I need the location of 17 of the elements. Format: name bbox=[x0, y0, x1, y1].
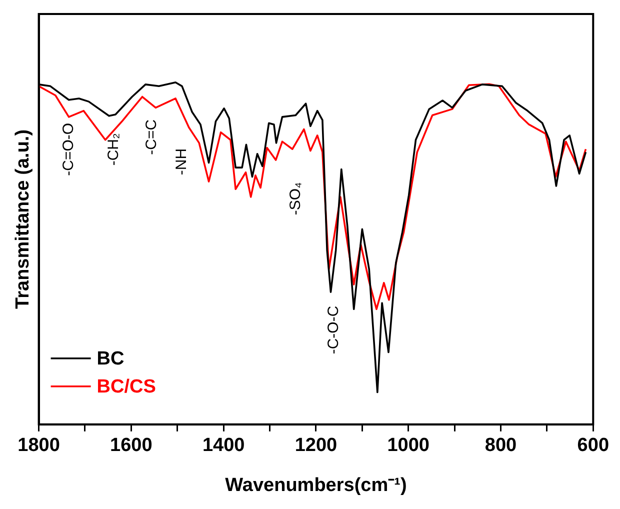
x-tick-label: 1200 bbox=[294, 435, 338, 456]
x-tick-label: 600 bbox=[577, 435, 609, 456]
x-axis-title: Wavenumbers(cm⁻¹) bbox=[225, 474, 407, 496]
x-tick-label: 1400 bbox=[202, 435, 245, 456]
x-tick-label: 1800 bbox=[18, 435, 60, 456]
x-tick-label: 800 bbox=[484, 435, 517, 456]
annotation: -SO₄ bbox=[287, 182, 304, 216]
annotation: -NH bbox=[172, 148, 190, 176]
annotation: -C=C bbox=[143, 119, 160, 155]
annotation: -C-O-C bbox=[324, 306, 342, 354]
legend-label: BC bbox=[96, 348, 125, 370]
annotation: -C=O-O bbox=[60, 122, 77, 176]
annotation: -CH₂ bbox=[104, 133, 122, 166]
x-tick-label: 1000 bbox=[387, 435, 430, 456]
legend-label: BC/CS bbox=[96, 376, 156, 398]
y-axis-title: Transmittance (a.u.) bbox=[12, 129, 34, 309]
x-tick-label: 1600 bbox=[110, 435, 152, 456]
